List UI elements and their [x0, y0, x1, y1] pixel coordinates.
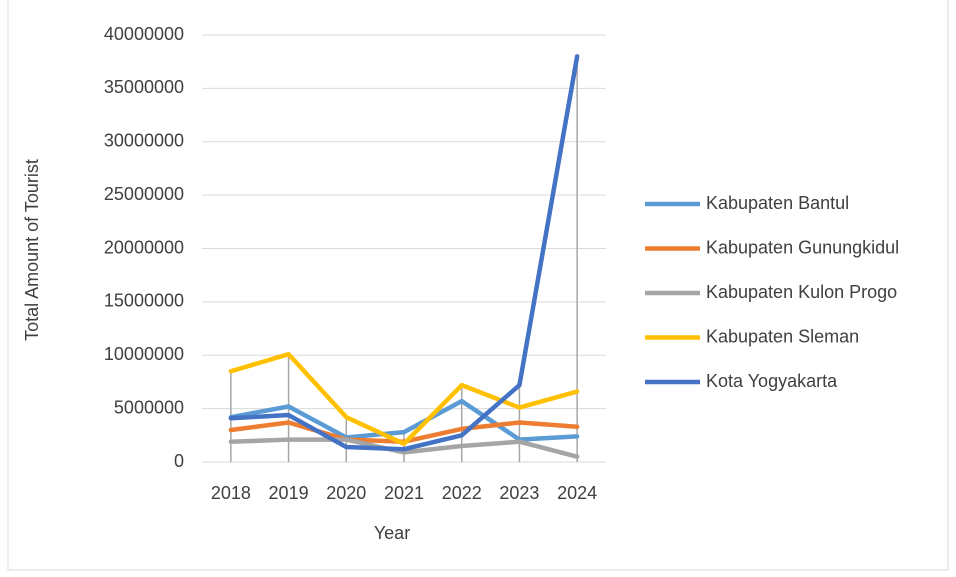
series-line — [228, 54, 580, 452]
legend-label: Kabupaten Sleman — [706, 326, 859, 346]
y-tick-label: 10000000 — [104, 344, 184, 364]
x-tick-label: 2023 — [499, 483, 539, 503]
chart-border — [7, 0, 949, 571]
y-tick-label: 15000000 — [104, 291, 184, 311]
legend-label: Kabupaten Kulon Progo — [706, 282, 897, 302]
y-tick-label: 30000000 — [104, 131, 184, 151]
legend-label: Kota Yogyakarta — [706, 371, 838, 391]
x-axis-label: Year — [374, 523, 410, 543]
y-tick-label: 5000000 — [114, 397, 184, 417]
y-tick-label: 0 — [174, 451, 184, 471]
legend-label: Kabupaten Bantul — [706, 193, 849, 213]
series-line — [228, 437, 580, 459]
x-tick-label: 2018 — [211, 483, 251, 503]
x-tick-label: 2021 — [384, 483, 424, 503]
x-tick-label: 2020 — [326, 483, 366, 503]
x-tick-label: 2024 — [557, 483, 597, 503]
series-line — [228, 351, 580, 447]
y-tick-label: 35000000 — [104, 77, 184, 97]
x-tick-label: 2022 — [442, 483, 482, 503]
y-axis-label: Total Amount of Tourist — [22, 159, 42, 341]
x-tick-label: 2019 — [269, 483, 309, 503]
y-tick-label: 20000000 — [104, 237, 184, 257]
y-tick-label: 25000000 — [104, 184, 184, 204]
legend-label: Kabupaten Gunungkidul — [706, 237, 899, 257]
y-tick-label: 40000000 — [104, 24, 184, 44]
